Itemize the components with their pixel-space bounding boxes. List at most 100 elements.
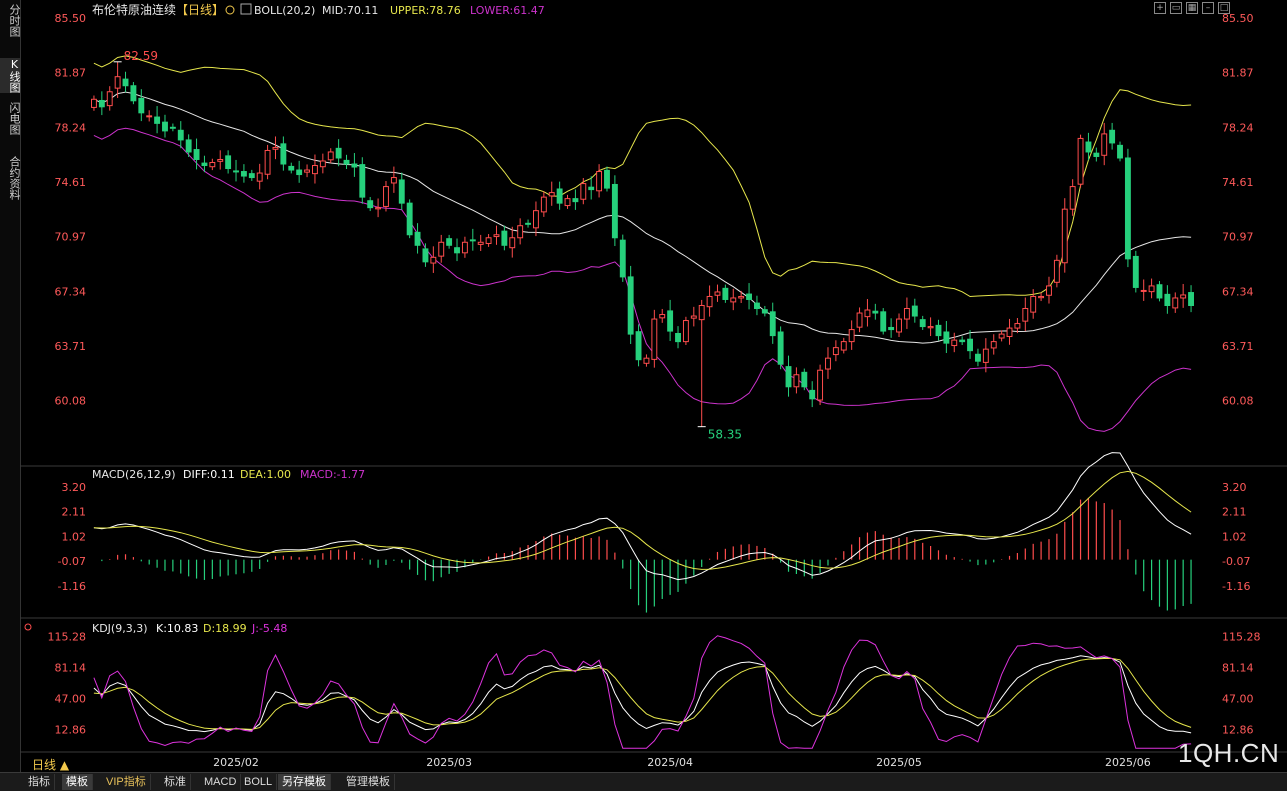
- candle-body: [319, 160, 326, 168]
- bottom-tab-2[interactable]: VIP指标: [102, 774, 151, 790]
- candle-body: [548, 192, 555, 197]
- sidebar-item-2[interactable]: 闪电图: [8, 102, 21, 135]
- chart-area[interactable]: 85.50 85.50 81.87 81.87 78.24 78.24 74.61 74.61…: [0, 0, 1287, 772]
- sidebar-item-1[interactable]: K线图: [0, 58, 21, 93]
- candle-body: [477, 241, 484, 245]
- candle-body: [98, 99, 105, 108]
- candle-body: [911, 305, 918, 317]
- candle-body: [501, 230, 508, 246]
- kdj-d-value: D:18.99: [203, 622, 247, 635]
- bottom-tab-0[interactable]: 指标: [24, 774, 55, 790]
- candle-body: [1053, 259, 1060, 283]
- candle-body: [572, 198, 579, 203]
- candle-body: [280, 143, 287, 165]
- price-ytick-right: 85.50: [1222, 12, 1254, 25]
- layout-icon[interactable]: ▭: [1170, 2, 1182, 14]
- candle-body: [1132, 255, 1139, 288]
- candle-body: [627, 276, 634, 335]
- candle-body: [106, 91, 113, 107]
- candle-body: [335, 147, 342, 159]
- candle-body: [406, 202, 413, 236]
- minimize-icon[interactable]: –: [1202, 2, 1214, 14]
- price-ytick-left: 63.71: [55, 340, 87, 353]
- candle-body: [256, 172, 263, 182]
- period-selector[interactable]: 日线 ▲: [32, 758, 70, 772]
- bottom-tab-6[interactable]: 另存模板: [278, 774, 331, 790]
- candle-body: [1030, 295, 1037, 313]
- kdj-j-value: J:-5.48: [251, 622, 287, 635]
- candle-body: [832, 347, 839, 356]
- x-tick-label: 2025/02: [213, 756, 259, 769]
- candle-body: [540, 196, 547, 213]
- candle-body: [785, 366, 792, 388]
- price-ytick-right: 81.87: [1222, 67, 1254, 80]
- price-ytick-right: 74.61: [1222, 176, 1254, 189]
- candle-body: [493, 234, 500, 238]
- candle-body: [1117, 144, 1123, 159]
- macd-ytick-right: -0.07: [1222, 555, 1250, 568]
- candle-body: [485, 237, 492, 244]
- candle-body: [1085, 141, 1092, 153]
- price-ytick-left: 85.50: [55, 12, 87, 25]
- side-toolbar: 分时图 K线图闪电图合约资料: [0, 0, 21, 772]
- kdj-ytick-right: 115.28: [1222, 630, 1261, 643]
- crosshair-icon[interactable]: +: [1154, 2, 1166, 14]
- kdj-k-value: K:10.83: [156, 622, 198, 635]
- candle-body: [943, 331, 950, 344]
- macd-ytick-right: 3.20: [1222, 481, 1247, 494]
- bottom-tab-3[interactable]: 标准: [160, 774, 191, 790]
- bottom-tab-7[interactable]: 管理模板: [342, 774, 395, 790]
- candle-body: [935, 324, 942, 337]
- candle-body: [825, 357, 831, 370]
- kdj-j-line: [93, 635, 1192, 749]
- candle-body: [635, 331, 642, 361]
- candle-body: [304, 169, 311, 173]
- candle-body: [217, 158, 224, 162]
- bottom-tab-4[interactable]: MACD: [200, 774, 242, 790]
- toggle-icon: [225, 5, 235, 15]
- bottom-tab-5[interactable]: BOLL: [240, 774, 278, 790]
- candle-body: [446, 238, 453, 246]
- macd-diff-line: [93, 452, 1192, 581]
- watermark: 1QH.CN: [1178, 738, 1280, 768]
- kdj-d-line: [93, 658, 1192, 730]
- candle-body: [611, 183, 618, 239]
- candle-body: [1172, 297, 1179, 309]
- candle-body: [1156, 284, 1163, 299]
- candle-body: [367, 200, 374, 209]
- candle-body: [201, 162, 208, 167]
- restore-icon[interactable]: □: [1218, 2, 1230, 14]
- candle-body: [817, 369, 824, 401]
- candle-body: [872, 310, 879, 314]
- candle-body: [162, 121, 168, 132]
- candle-body: [556, 188, 563, 204]
- candle-body: [896, 318, 902, 333]
- candle-body: [430, 256, 437, 264]
- candle-body: [753, 302, 760, 310]
- bottom-tab-1[interactable]: 模板: [62, 774, 93, 790]
- candle-body: [351, 163, 358, 168]
- price-annotation: 82.59: [124, 49, 158, 63]
- candle-body: [193, 149, 200, 160]
- sidebar-item-3[interactable]: 合约资料: [8, 156, 21, 200]
- candle-body: [272, 146, 279, 150]
- sidebar-item-0[interactable]: 分时图: [8, 4, 21, 37]
- macd-ytick-right: 2.11: [1222, 506, 1247, 519]
- macd-macd-value: MACD:-1.77: [300, 468, 365, 481]
- grid-icon[interactable]: ▦: [1186, 2, 1198, 14]
- candle-body: [343, 159, 350, 165]
- candle-body: [138, 97, 145, 114]
- candle-body: [919, 319, 926, 328]
- boll-upper-line: [93, 55, 1192, 298]
- candle-body: [769, 311, 776, 337]
- kdj-ytick-right: 81.14: [1222, 661, 1254, 674]
- kdj-marker-icon: [24, 623, 32, 631]
- candle-body: [974, 353, 981, 362]
- candle-body: [1061, 208, 1068, 264]
- candle-body: [588, 186, 595, 191]
- candle-body: [509, 237, 516, 249]
- price-ytick-left: 78.24: [55, 121, 87, 134]
- kdj-label: KDJ(9,3,3): [92, 622, 148, 635]
- candle-body: [1014, 323, 1021, 329]
- candle-body: [959, 339, 966, 343]
